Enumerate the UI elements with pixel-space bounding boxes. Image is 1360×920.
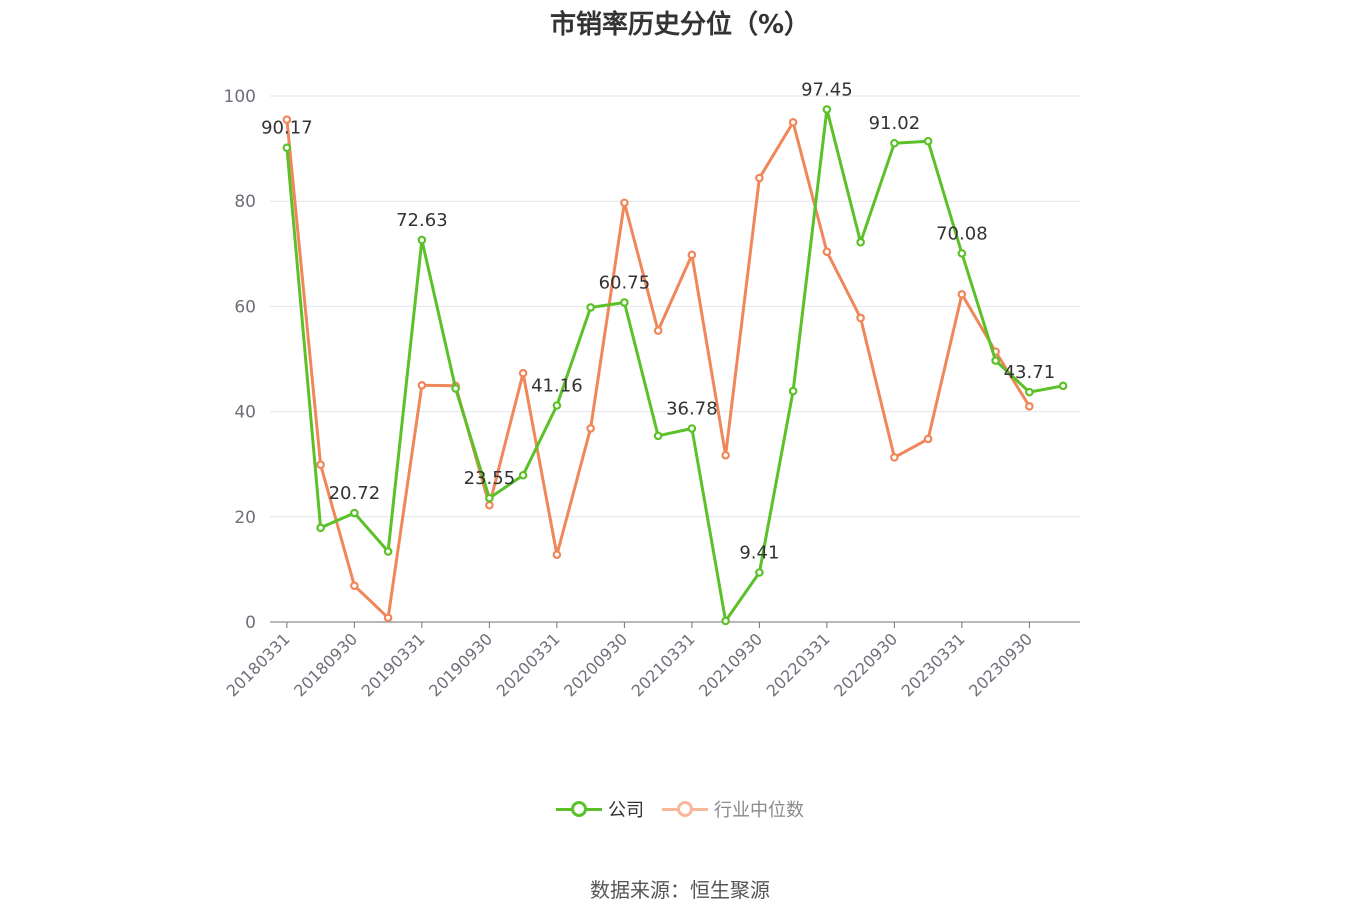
data-point-industry-median bbox=[653, 326, 663, 335]
data-point-company bbox=[350, 508, 359, 518]
data-label: 20.72 bbox=[329, 483, 381, 504]
x-tick-label: 20210331 bbox=[628, 629, 699, 700]
data-source-note: 数据来源：恒生聚源 bbox=[590, 878, 770, 902]
data-point-company bbox=[552, 401, 562, 410]
data-point-industry-median bbox=[923, 434, 933, 444]
data-point-company bbox=[957, 249, 967, 258]
data-label: 91.02 bbox=[869, 113, 921, 134]
data-label: 41.16 bbox=[531, 375, 583, 396]
x-tick-label: 20190930 bbox=[425, 629, 496, 700]
legend-company-icon bbox=[556, 799, 602, 819]
x-tick-label: 20220930 bbox=[830, 629, 901, 700]
x-tick-label: 20180930 bbox=[290, 629, 361, 700]
data-point-industry-median bbox=[721, 450, 730, 460]
data-point-company bbox=[788, 386, 798, 396]
chart-title: 市销率历史分位（%） bbox=[549, 10, 811, 40]
data-point-industry-median bbox=[518, 368, 528, 378]
data-point-company bbox=[586, 303, 595, 312]
data-point-company bbox=[518, 470, 528, 480]
data-point-industry-median bbox=[755, 173, 764, 183]
legend-label-industry-median: 行业中位数 bbox=[714, 800, 804, 821]
data-point-industry-median bbox=[788, 118, 798, 127]
data-point-industry-median bbox=[282, 115, 292, 124]
data-point-company bbox=[822, 105, 832, 114]
data-point-company bbox=[451, 384, 460, 393]
data-point-industry-median bbox=[586, 424, 595, 433]
data-point-company bbox=[485, 493, 494, 503]
data-point-company bbox=[1058, 381, 1068, 391]
data-point-company bbox=[755, 568, 764, 577]
data-point-industry-median bbox=[1025, 402, 1034, 411]
legend-item-company[interactable]: 公司 bbox=[556, 796, 644, 822]
series-line-industry-median bbox=[285, 119, 1031, 620]
y-tick-label: 20 bbox=[234, 508, 256, 528]
legend-label-company: 公司 bbox=[608, 800, 644, 821]
data-point-company bbox=[282, 143, 292, 153]
x-tick-label: 20220331 bbox=[763, 629, 834, 700]
data-label: 43.71 bbox=[1004, 362, 1056, 383]
data-point-company bbox=[653, 431, 663, 441]
y-tick-label: 80 bbox=[234, 192, 256, 212]
data-point-industry-median bbox=[890, 453, 899, 462]
data-point-company bbox=[316, 523, 325, 533]
data-label: 97.45 bbox=[801, 79, 853, 100]
data-point-industry-median bbox=[620, 198, 629, 208]
data-point-industry-median bbox=[316, 460, 325, 470]
data-point-company bbox=[856, 237, 865, 247]
x-tick-label: 20210930 bbox=[695, 629, 766, 700]
x-tick-label: 20200331 bbox=[493, 629, 564, 700]
y-tick-label: 60 bbox=[234, 297, 256, 317]
x-tick-label: 20200930 bbox=[560, 629, 631, 700]
x-tick-label: 20190331 bbox=[358, 629, 429, 700]
data-point-industry-median bbox=[552, 550, 562, 559]
data-point-company bbox=[383, 547, 393, 556]
y-tick-label: 0 bbox=[245, 613, 256, 633]
y-tick-label: 100 bbox=[224, 87, 256, 107]
data-point-industry-median bbox=[687, 250, 697, 260]
data-point-industry-median bbox=[383, 613, 393, 623]
data-point-company bbox=[620, 298, 629, 307]
data-point-industry-median bbox=[417, 380, 427, 390]
data-label: 36.78 bbox=[666, 399, 718, 420]
y-tick-label: 40 bbox=[234, 403, 256, 423]
data-point-industry-median bbox=[822, 247, 832, 256]
x-tick-label: 20180331 bbox=[223, 629, 294, 700]
data-label: 70.08 bbox=[936, 223, 988, 244]
data-point-company bbox=[923, 136, 933, 146]
x-tick-label: 20230331 bbox=[898, 629, 969, 700]
x-tick-label: 20230930 bbox=[965, 629, 1036, 700]
data-label: 23.55 bbox=[464, 468, 516, 489]
legend-item-industry-median[interactable]: 行业中位数 bbox=[662, 796, 804, 822]
data-label: 90.17 bbox=[261, 118, 313, 139]
data-point-industry-median bbox=[350, 581, 359, 591]
legend-industry-median-icon bbox=[662, 799, 708, 819]
data-label: 72.63 bbox=[396, 210, 448, 231]
data-point-industry-median bbox=[957, 290, 967, 299]
data-label: 9.41 bbox=[739, 543, 779, 564]
data-point-company bbox=[991, 356, 1000, 365]
legend: 公司 行业中位数 bbox=[0, 796, 1360, 822]
data-point-company bbox=[687, 424, 697, 433]
data-point-industry-median bbox=[856, 313, 865, 323]
data-label: 60.75 bbox=[599, 272, 651, 293]
data-point-company bbox=[890, 138, 899, 148]
series-line-company bbox=[285, 107, 1064, 623]
data-point-company bbox=[721, 616, 730, 626]
data-point-company bbox=[417, 235, 427, 245]
data-point-company bbox=[1025, 387, 1034, 397]
data-point-industry-median bbox=[485, 500, 494, 510]
